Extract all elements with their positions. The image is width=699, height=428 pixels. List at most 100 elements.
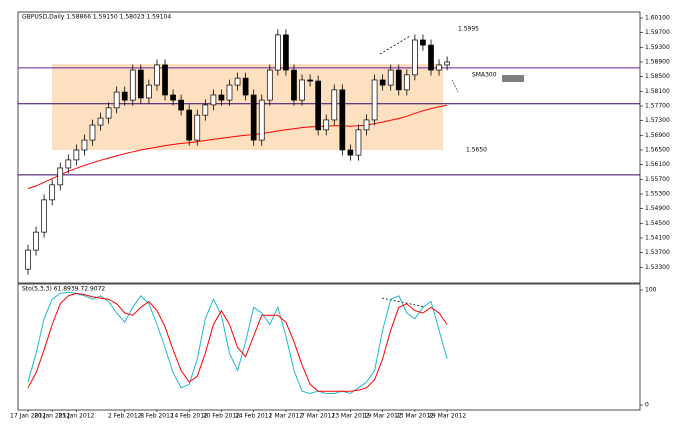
candle-body [395, 69, 402, 91]
candle-body [226, 84, 233, 101]
candle-body [315, 80, 322, 131]
y-tick-label: 1.56100 [645, 161, 670, 168]
candle-body [339, 89, 346, 151]
indicator-line [27, 291, 448, 395]
candle-body [49, 184, 56, 201]
candle-body [121, 91, 128, 101]
annotation: 1.5650 [466, 147, 487, 154]
candle-body [25, 249, 31, 270]
candle-body [242, 77, 249, 96]
y-tick-label: 1.53300 [645, 264, 670, 271]
main-frame [17, 11, 641, 284]
trend-annotation [379, 35, 411, 55]
x-tick-label: 19 Mar 2012 [364, 413, 402, 420]
candle-body [428, 44, 434, 71]
candle-body [258, 99, 265, 141]
candle-body [234, 77, 241, 86]
arrow-annotation [451, 79, 459, 93]
candle-body [218, 94, 225, 101]
candle-body [355, 129, 362, 156]
candle-body [371, 79, 378, 121]
x-tick-label: 13 Mar 2012 [331, 413, 369, 420]
y-tick-label: 0 [645, 402, 649, 409]
y-tick-label: 1.57700 [645, 103, 670, 110]
y-tick-label: 1.55700 [645, 176, 670, 183]
x-tick-label: 2 Feb 2012 [108, 413, 142, 420]
y-tick-label: 1.58100 [645, 88, 670, 95]
candle-body [250, 94, 257, 141]
x-tick-label: 29 Mar 2012 [428, 413, 466, 420]
candle-body [379, 79, 386, 86]
candle-body [186, 109, 193, 141]
candle-body [89, 124, 96, 141]
y-tick-label: 1.59700 [645, 29, 670, 36]
candle-body [178, 99, 184, 111]
candle-body [162, 64, 168, 96]
stochastic-frame [17, 283, 641, 411]
candle-body [57, 167, 64, 186]
candle-body [81, 139, 88, 151]
label-box [502, 75, 524, 82]
candle-body [65, 159, 72, 169]
candle-body [275, 34, 281, 71]
y-tick-label: 100 [645, 287, 657, 294]
candle-body [347, 149, 354, 156]
candle-body [73, 149, 80, 161]
candle-body [387, 69, 394, 86]
shaded-zone [52, 63, 443, 151]
candle-body [403, 74, 410, 91]
candle-body [307, 79, 313, 82]
candle-body [33, 231, 39, 251]
x-tick-label: 25 Jan 2012 [58, 413, 94, 420]
candle-body [283, 34, 289, 71]
candle-body [363, 119, 370, 131]
x-tick-label: 24 Feb 2012 [235, 413, 273, 420]
indicator-title: Sto(5,3,3) 61.8939 72.9072 [22, 286, 105, 293]
trend-annotation [381, 297, 426, 308]
candle-body [420, 39, 426, 46]
candle-body [154, 64, 160, 86]
candle-body [194, 114, 201, 141]
y-tick-label: 1.56900 [645, 132, 670, 139]
candle-body [291, 69, 297, 101]
candle-body [444, 61, 450, 66]
candle-body [105, 107, 112, 119]
candle-body [97, 117, 104, 126]
candle-body [113, 91, 120, 109]
y-tick-label: 1.59300 [645, 44, 670, 51]
candle-body [266, 69, 273, 101]
x-tick-label: 20 Jan 2012 [34, 413, 70, 420]
candle-body [412, 39, 418, 76]
x-tick-label: 20 Feb 2012 [203, 413, 241, 420]
candle-body [210, 94, 217, 106]
y-tick-label: 1.53700 [645, 249, 670, 256]
annotation: SMA300 [472, 71, 497, 78]
y-tick-label: 1.54100 [645, 235, 670, 242]
candle-body [436, 64, 442, 71]
x-tick-label: 14 Feb 2012 [171, 413, 209, 420]
y-tick-label: 1.58900 [645, 59, 670, 66]
x-tick-label: 23 Mar 2012 [396, 413, 434, 420]
y-tick-label: 1.55300 [645, 191, 670, 198]
y-tick-label: 1.54500 [645, 220, 670, 227]
candle-body [146, 84, 152, 99]
candle-body [137, 69, 144, 99]
indicator-line [27, 292, 448, 392]
zone-layer [52, 63, 443, 151]
candle-body [129, 69, 136, 101]
y-tick-label: 1.56500 [645, 147, 670, 154]
annotation: 1.5995 [458, 26, 479, 33]
y-tick-label: 1.58500 [645, 73, 670, 80]
x-tick-label: 7 Mar 2012 [301, 413, 335, 420]
candle-body [41, 199, 47, 233]
y-tick-label: 1.57300 [645, 117, 670, 124]
candle-body [299, 79, 305, 101]
candle-body [331, 89, 338, 121]
candle-body [323, 119, 330, 131]
chart-title: GBPUSD,Daily 1.58866 1.59150 1.58023 1.5… [22, 14, 171, 21]
candle-body [202, 104, 209, 116]
candle-body [170, 94, 176, 101]
x-tick-label: 17 Jan 2012 [10, 413, 46, 420]
y-tick-label: 1.54900 [645, 205, 670, 212]
